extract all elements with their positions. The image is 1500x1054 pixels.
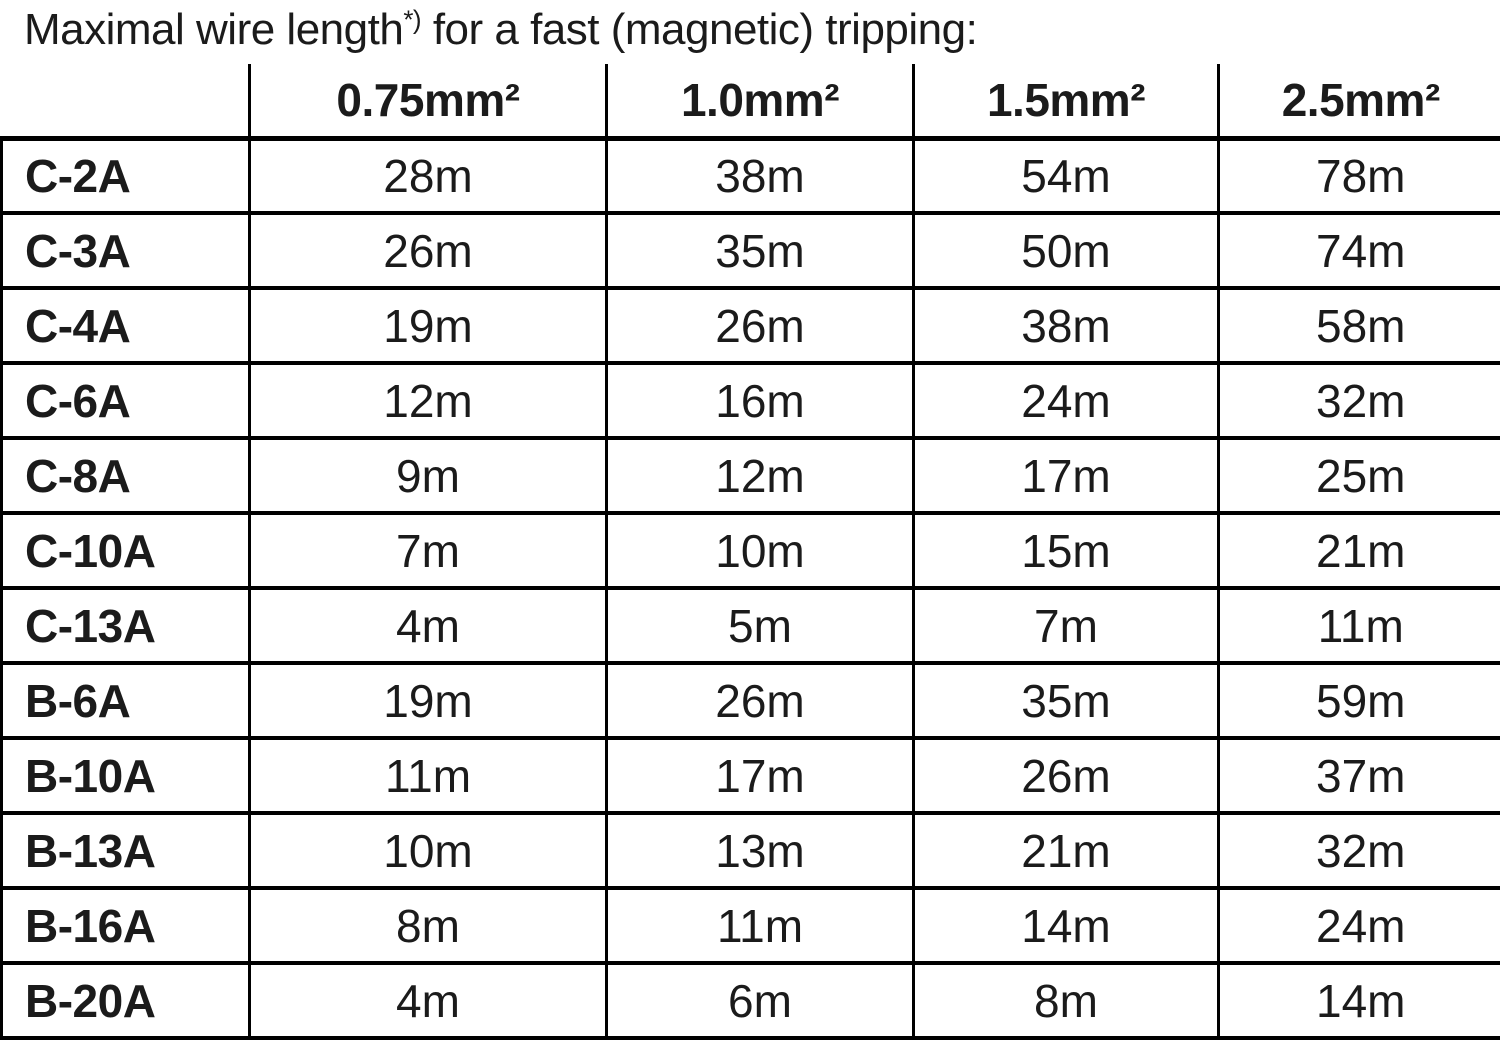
cell-value: 26m: [605, 286, 914, 365]
page-title-text-tail: for a fast (magnetic) tripping:: [421, 5, 978, 54]
cell-value: 4m: [248, 961, 607, 1040]
column-header-0-75mm2: 0.75mm²: [248, 64, 607, 141]
cell-value: 25m: [1217, 436, 1500, 515]
cell-value: 38m: [912, 286, 1219, 365]
table-row: C-10A 7m 10m 15m 21m: [0, 511, 1500, 590]
cell-value: 8m: [248, 886, 607, 965]
cell-value: 35m: [605, 211, 914, 290]
row-label: C-4A: [0, 286, 250, 365]
row-label: B-13A: [0, 811, 250, 890]
cell-value: 9m: [248, 436, 607, 515]
cell-value: 54m: [912, 136, 1219, 215]
table-row: C-6A 12m 16m 24m 32m: [0, 361, 1500, 440]
cell-value: 32m: [1217, 361, 1500, 440]
cell-value: 24m: [1217, 886, 1500, 965]
row-label: C-13A: [0, 586, 250, 665]
cell-value: 4m: [248, 586, 607, 665]
cell-value: 78m: [1217, 136, 1500, 215]
cell-value: 38m: [605, 136, 914, 215]
cell-value: 19m: [248, 661, 607, 740]
cell-value: 74m: [1217, 211, 1500, 290]
cell-value: 11m: [248, 736, 607, 815]
cell-value: 13m: [605, 811, 914, 890]
row-label: C-8A: [0, 436, 250, 515]
cell-value: 14m: [912, 886, 1219, 965]
table-row: C-4A 19m 26m 38m 58m: [0, 286, 1500, 365]
table-row: B-10A 11m 17m 26m 37m: [0, 736, 1500, 815]
table-body: C-2A 28m 38m 54m 78m C-3A 26m 35m 50m 74m C-4A 19m 2…: [0, 136, 1500, 1040]
table-header: 0.75mm² 1.0mm² 1.5mm² 2.5mm²: [1, 64, 1500, 141]
cell-value: 21m: [1217, 511, 1500, 590]
cell-value: 21m: [912, 811, 1219, 890]
footnote-marker: *): [403, 4, 422, 35]
row-label: C-6A: [0, 361, 250, 440]
header-row: 0.75mm² 1.0mm² 1.5mm² 2.5mm²: [1, 64, 1500, 141]
table-row: B-6A 19m 26m 35m 59m: [0, 661, 1500, 740]
cell-value: 7m: [248, 511, 607, 590]
page-title: Maximal wire length*) for a fast (magnet…: [0, 0, 1500, 64]
cell-value: 26m: [605, 661, 914, 740]
page-title-text: Maximal wire length: [24, 5, 404, 54]
table-row: C-13A 4m 5m 7m 11m: [0, 586, 1500, 665]
cell-value: 11m: [1217, 586, 1500, 665]
cell-value: 35m: [912, 661, 1219, 740]
cell-value: 50m: [912, 211, 1219, 290]
cell-value: 12m: [605, 436, 914, 515]
cell-value: 7m: [912, 586, 1219, 665]
table-row: C-8A 9m 12m 17m 25m: [0, 436, 1500, 515]
cell-value: 37m: [1217, 736, 1500, 815]
cell-value: 12m: [248, 361, 607, 440]
cell-value: 16m: [605, 361, 914, 440]
cell-value: 10m: [248, 811, 607, 890]
cell-value: 26m: [912, 736, 1219, 815]
cell-value: 10m: [605, 511, 914, 590]
wire-length-table: 0.75mm² 1.0mm² 1.5mm² 2.5mm² C-2A 28m 38m 5…: [0, 64, 1500, 1040]
cell-value: 32m: [1217, 811, 1500, 890]
cell-value: 19m: [248, 286, 607, 365]
column-header-2-5mm2: 2.5mm²: [1217, 64, 1500, 141]
cell-value: 14m: [1217, 961, 1500, 1040]
corner-cell-empty: [1, 64, 250, 141]
column-header-1-0mm2: 1.0mm²: [605, 64, 914, 141]
row-label: C-10A: [0, 511, 250, 590]
table-row: B-16A 8m 11m 14m 24m: [0, 886, 1500, 965]
cell-value: 17m: [605, 736, 914, 815]
row-label: B-16A: [0, 886, 250, 965]
cell-value: 15m: [912, 511, 1219, 590]
cell-value: 17m: [912, 436, 1219, 515]
cell-value: 6m: [605, 961, 914, 1040]
row-label: C-2A: [0, 136, 250, 215]
table-row: B-13A 10m 13m 21m 32m: [0, 811, 1500, 890]
column-header-1-5mm2: 1.5mm²: [912, 64, 1219, 141]
cell-value: 28m: [248, 136, 607, 215]
table-row: C-2A 28m 38m 54m 78m: [0, 136, 1500, 215]
cell-value: 8m: [912, 961, 1219, 1040]
row-label: B-20A: [0, 961, 250, 1040]
row-label: B-6A: [0, 661, 250, 740]
cell-value: 24m: [912, 361, 1219, 440]
table-row: B-20A 4m 6m 8m 14m: [0, 961, 1500, 1040]
cell-value: 26m: [248, 211, 607, 290]
cell-value: 11m: [605, 886, 914, 965]
cell-value: 5m: [605, 586, 914, 665]
table-row: C-3A 26m 35m 50m 74m: [0, 211, 1500, 290]
row-label: C-3A: [0, 211, 250, 290]
row-label: B-10A: [0, 736, 250, 815]
cell-value: 59m: [1217, 661, 1500, 740]
cell-value: 58m: [1217, 286, 1500, 365]
